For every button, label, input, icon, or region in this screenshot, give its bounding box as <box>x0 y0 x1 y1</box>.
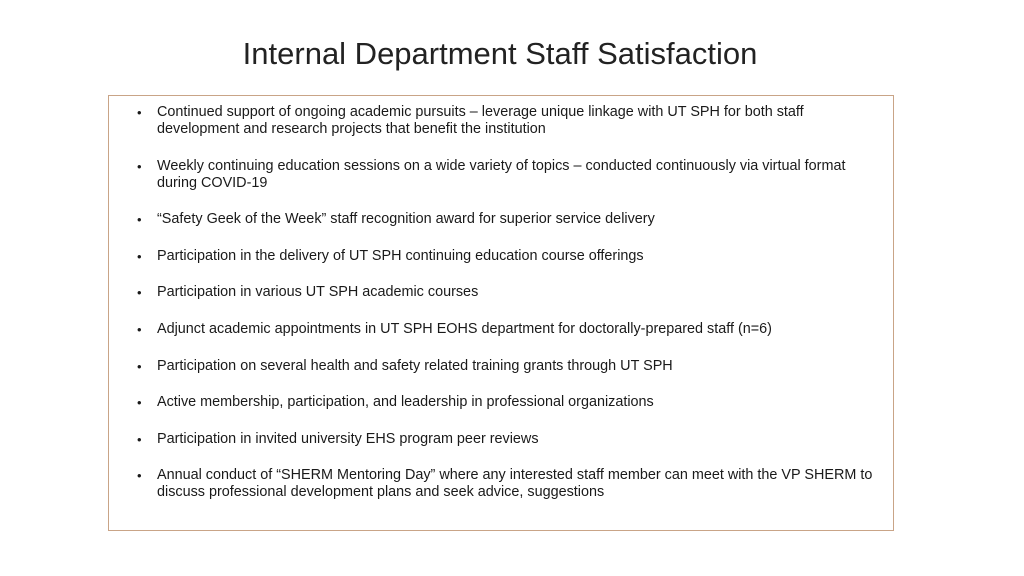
bullet-dot-icon: • <box>137 158 142 174</box>
bullet-item: • Annual conduct of “SHERM Mentoring Day… <box>137 467 877 501</box>
bullet-item: • Participation on several health and sa… <box>137 358 877 375</box>
bullet-item: • Continued support of ongoing academic … <box>137 104 877 138</box>
content-box: • Continued support of ongoing academic … <box>108 95 894 531</box>
bullet-list: • Continued support of ongoing academic … <box>137 104 877 521</box>
bullet-item: • Adjunct academic appointments in UT SP… <box>137 321 877 338</box>
bullet-dot-icon: • <box>137 431 142 447</box>
bullet-dot-icon: • <box>137 212 142 228</box>
bullet-text: Participation in the delivery of UT SPH … <box>157 247 644 264</box>
bullet-item: • Participation in various UT SPH academ… <box>137 284 877 301</box>
bullet-dot-icon: • <box>137 468 142 484</box>
bullet-dot-icon: • <box>137 285 142 301</box>
bullet-text: “Safety Geek of the Week” staff recognit… <box>157 211 655 228</box>
bullet-dot-icon: • <box>137 321 142 337</box>
bullet-item: • “Safety Geek of the Week” staff recogn… <box>137 211 877 228</box>
bullet-dot-icon: • <box>137 358 142 374</box>
bullet-text: Participation on several health and safe… <box>157 357 673 374</box>
bullet-text: Participation in invited university EHS … <box>157 430 539 447</box>
bullet-text: Participation in various UT SPH academic… <box>157 284 479 301</box>
bullet-text: Annual conduct of “SHERM Mentoring Day” … <box>157 467 873 501</box>
bullet-text: Active membership, participation, and le… <box>157 394 654 411</box>
bullet-item: • Participation in invited university EH… <box>137 431 877 448</box>
bullet-dot-icon: • <box>137 395 142 411</box>
bullet-text: Adjunct academic appointments in UT SPH … <box>157 320 772 337</box>
bullet-item: • Participation in the delivery of UT SP… <box>137 248 877 265</box>
bullet-item: • Active membership, participation, and … <box>137 394 877 411</box>
slide-title: Internal Department Staff Satisfaction <box>242 36 758 71</box>
bullet-text: Continued support of ongoing academic pu… <box>157 104 804 137</box>
bullet-dot-icon: • <box>137 248 142 264</box>
bullet-text: Weekly continuing education sessions on … <box>157 157 846 191</box>
bullet-dot-icon: • <box>137 105 142 120</box>
bullet-item: • Weekly continuing education sessions o… <box>137 158 877 192</box>
